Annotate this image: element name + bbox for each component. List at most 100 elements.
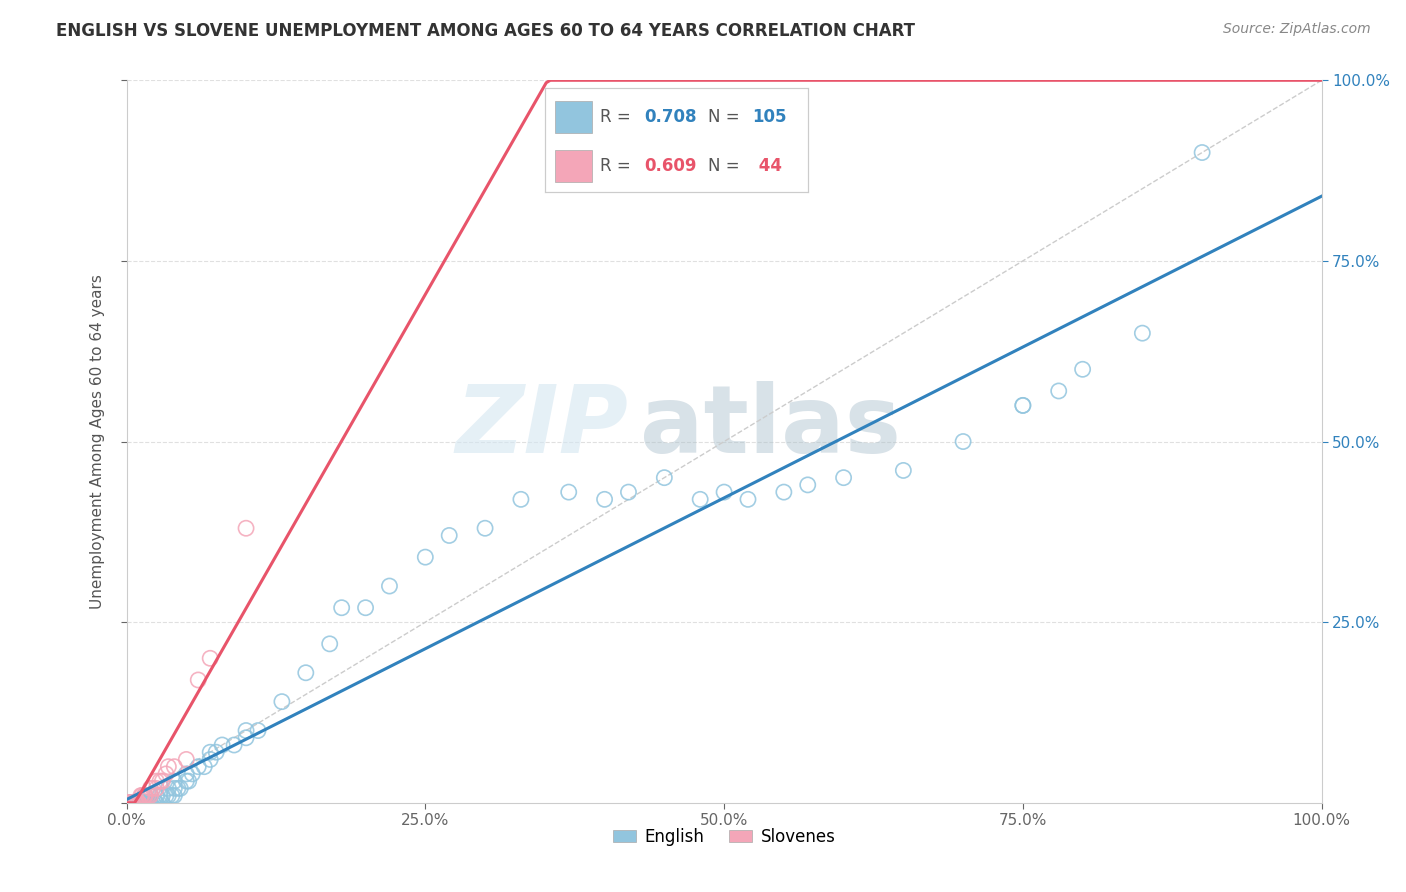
Point bbox=[129, 796, 152, 810]
Point bbox=[247, 723, 270, 738]
Point bbox=[115, 796, 138, 810]
Y-axis label: Unemployment Among Ages 60 to 64 years: Unemployment Among Ages 60 to 64 years bbox=[90, 274, 105, 609]
Point bbox=[115, 796, 138, 810]
Point bbox=[115, 796, 138, 810]
Point bbox=[115, 796, 138, 810]
Point bbox=[157, 781, 180, 796]
Point bbox=[1130, 326, 1153, 340]
Point bbox=[115, 796, 138, 810]
Point bbox=[318, 637, 342, 651]
Point bbox=[115, 796, 138, 810]
Point bbox=[796, 478, 818, 492]
Point bbox=[115, 796, 138, 810]
Point bbox=[952, 434, 974, 449]
Point bbox=[129, 789, 152, 803]
Point bbox=[115, 796, 138, 810]
Point bbox=[134, 796, 156, 810]
Point bbox=[139, 796, 162, 810]
Point bbox=[134, 796, 156, 810]
Point bbox=[121, 796, 143, 810]
Point bbox=[439, 528, 461, 542]
Point bbox=[115, 796, 138, 810]
Point bbox=[737, 492, 759, 507]
Point bbox=[127, 796, 149, 810]
Point bbox=[115, 796, 138, 810]
Point bbox=[115, 796, 138, 810]
Point bbox=[135, 796, 157, 810]
Point bbox=[163, 774, 186, 789]
Point bbox=[115, 796, 138, 810]
Point bbox=[127, 796, 149, 810]
Point bbox=[115, 796, 138, 810]
Point bbox=[174, 752, 197, 766]
Point bbox=[125, 796, 148, 810]
Point bbox=[121, 796, 143, 810]
Point bbox=[235, 723, 257, 738]
Point bbox=[115, 796, 138, 810]
Point bbox=[149, 789, 172, 803]
Point bbox=[149, 774, 172, 789]
Point bbox=[115, 796, 138, 810]
Point bbox=[713, 485, 735, 500]
Point bbox=[689, 492, 711, 507]
Point bbox=[115, 796, 138, 810]
Point bbox=[157, 760, 180, 774]
Point bbox=[354, 600, 377, 615]
Point bbox=[115, 796, 138, 810]
Point bbox=[115, 796, 138, 810]
Point bbox=[115, 796, 138, 810]
Point bbox=[115, 796, 138, 810]
Point bbox=[145, 789, 167, 803]
Point bbox=[115, 796, 138, 810]
Text: ZIP: ZIP bbox=[456, 381, 628, 473]
Point bbox=[125, 796, 148, 810]
Point bbox=[557, 485, 581, 500]
Point bbox=[142, 781, 165, 796]
Point bbox=[832, 470, 855, 484]
Point bbox=[136, 796, 159, 810]
Point bbox=[150, 796, 174, 810]
Point bbox=[891, 463, 914, 477]
Point bbox=[115, 796, 138, 810]
Point bbox=[131, 796, 153, 810]
Point bbox=[136, 796, 159, 810]
Point bbox=[115, 796, 138, 810]
Point bbox=[145, 796, 167, 810]
Point bbox=[235, 731, 257, 745]
Point bbox=[177, 774, 200, 789]
Point bbox=[174, 767, 197, 781]
Point bbox=[174, 774, 197, 789]
Point bbox=[773, 485, 796, 500]
Point bbox=[139, 789, 162, 803]
Point bbox=[134, 789, 156, 803]
Point bbox=[155, 789, 177, 803]
Point bbox=[169, 781, 191, 796]
Point bbox=[128, 796, 150, 810]
Point bbox=[200, 651, 222, 665]
Point bbox=[134, 789, 156, 803]
Point bbox=[167, 781, 190, 796]
Point bbox=[1071, 362, 1094, 376]
Point bbox=[145, 781, 167, 796]
Point bbox=[200, 752, 222, 766]
Point bbox=[1011, 398, 1033, 412]
Point bbox=[145, 774, 167, 789]
Point bbox=[125, 796, 148, 810]
Text: ENGLISH VS SLOVENE UNEMPLOYMENT AMONG AGES 60 TO 64 YEARS CORRELATION CHART: ENGLISH VS SLOVENE UNEMPLOYMENT AMONG AG… bbox=[56, 22, 915, 40]
Point bbox=[143, 796, 166, 810]
Point bbox=[115, 796, 138, 810]
Point bbox=[115, 796, 138, 810]
Point bbox=[135, 796, 157, 810]
Point bbox=[118, 796, 141, 810]
Point bbox=[115, 796, 138, 810]
Point bbox=[330, 600, 353, 615]
Text: Source: ZipAtlas.com: Source: ZipAtlas.com bbox=[1223, 22, 1371, 37]
Point bbox=[509, 492, 531, 507]
Point bbox=[270, 695, 294, 709]
Point bbox=[131, 789, 153, 803]
Point bbox=[120, 796, 142, 810]
Point bbox=[115, 796, 138, 810]
Point bbox=[1011, 398, 1033, 412]
Point bbox=[115, 796, 138, 810]
Point bbox=[294, 665, 316, 680]
